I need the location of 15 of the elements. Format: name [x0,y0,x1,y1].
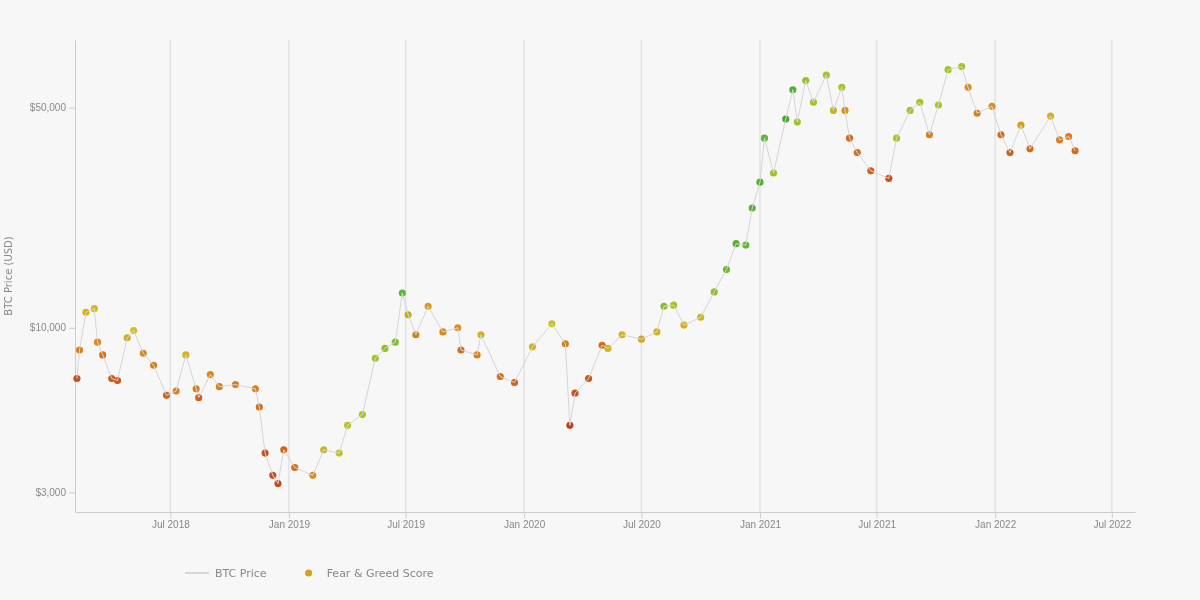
y-tick-label: $50,000 [29,102,67,114]
legend-label: BTC Price [215,567,267,580]
x-tick-label: Jul 2020 [623,519,662,531]
x-tick-label: Jul 2021 [858,519,897,531]
x-tick-label: Jan 2021 [739,519,782,531]
legend-label: Fear & Greed Score [326,567,434,580]
x-tick-label: Jul 2022 [1093,519,1132,531]
x-tick-label: Jan 2022 [975,519,1017,531]
y-axis-title: BTC Price (USD) [3,236,14,316]
y-tick-label: $3,000 [35,487,67,499]
x-tick-label: Jan 2019 [268,519,311,531]
x-tick-label: Jul 2018 [151,519,191,531]
y-tick-label: $10,000 [29,322,67,334]
x-tick-label: Jul 2019 [387,519,426,531]
x-tick-label: Jan 2020 [504,519,546,531]
